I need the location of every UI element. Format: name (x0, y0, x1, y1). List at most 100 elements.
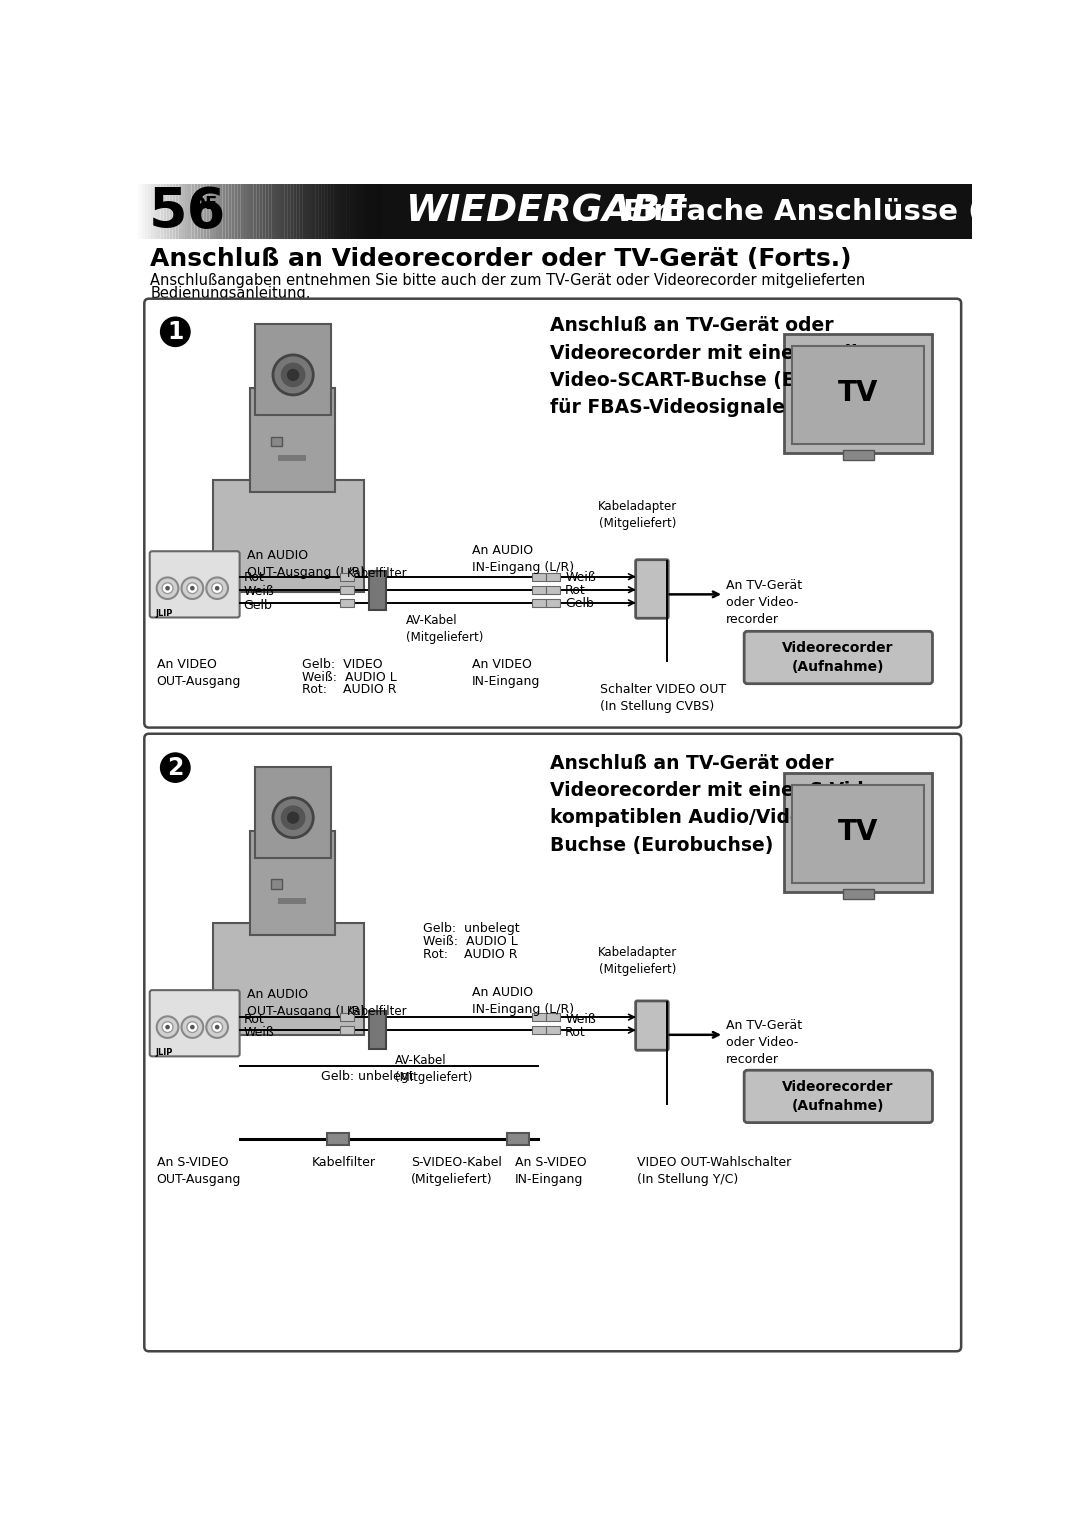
Text: TV: TV (838, 379, 878, 408)
Bar (793, 346, 924, 445)
Bar (188, 184, 191, 239)
Text: Weiß: Weiß (243, 1026, 274, 1039)
Circle shape (157, 578, 178, 599)
Bar (249, 184, 254, 239)
Bar (284, 184, 287, 239)
Circle shape (165, 586, 170, 590)
Bar (234, 184, 238, 239)
FancyBboxPatch shape (145, 734, 961, 1351)
Bar (340, 586, 354, 593)
Circle shape (157, 1016, 178, 1038)
Text: JLIP: JLIP (156, 1049, 173, 1056)
Bar (274, 184, 279, 239)
Text: VIDEO OUT-Wahlschalter
(In Stellung Y/C): VIDEO OUT-Wahlschalter (In Stellung Y/C) (637, 1156, 792, 1185)
Bar (545, 1013, 559, 1021)
Text: Gelb: Gelb (243, 599, 272, 612)
Bar (296, 184, 300, 239)
Bar (380, 184, 383, 239)
Bar (842, 889, 874, 898)
Text: 1: 1 (167, 320, 184, 343)
Text: Rot:    AUDIO R: Rot: AUDIO R (301, 682, 396, 696)
Bar (545, 599, 559, 607)
Bar (178, 184, 183, 239)
Bar (213, 480, 364, 592)
Text: Gelb: unbelegt: Gelb: unbelegt (321, 1070, 414, 1084)
Text: Kabeladapter
(Mitgeliefert): Kabeladapter (Mitgeliefert) (597, 946, 677, 975)
Bar (330, 184, 334, 239)
FancyBboxPatch shape (636, 560, 669, 618)
Bar (369, 572, 387, 610)
Circle shape (215, 586, 219, 590)
Bar (256, 184, 260, 239)
Text: An S-VIDEO
IN-Eingang: An S-VIDEO IN-Eingang (515, 1156, 586, 1185)
Text: Weiß: Weiß (243, 586, 274, 598)
FancyBboxPatch shape (744, 632, 932, 684)
Text: Gelb: Gelb (565, 598, 594, 610)
Bar (287, 184, 291, 239)
Bar (138, 184, 141, 239)
Bar (175, 184, 179, 239)
Circle shape (215, 1024, 219, 1030)
Bar (216, 184, 219, 239)
Bar (243, 184, 247, 239)
Text: Kabelfilter: Kabelfilter (348, 567, 408, 579)
Text: An VIDEO
OUT-Ausgang: An VIDEO OUT-Ausgang (157, 658, 241, 688)
Bar (374, 184, 378, 239)
Text: TV: TV (838, 819, 878, 846)
Bar (327, 184, 332, 239)
Bar (271, 184, 275, 239)
Bar (793, 785, 924, 883)
Text: An VIDEO
IN-Eingang: An VIDEO IN-Eingang (472, 658, 540, 688)
Bar (370, 184, 375, 239)
Bar (135, 184, 139, 239)
Text: Weiß: Weiß (565, 1013, 596, 1026)
Circle shape (206, 578, 228, 599)
Bar (281, 184, 284, 239)
Bar (784, 334, 932, 454)
Text: WIEDERGABE: WIEDERGABE (406, 193, 687, 230)
Circle shape (162, 1021, 173, 1033)
FancyBboxPatch shape (150, 990, 240, 1056)
Bar (531, 573, 545, 581)
Bar (377, 184, 380, 239)
Bar (507, 1133, 529, 1145)
Text: JLIP: JLIP (156, 609, 173, 618)
Circle shape (273, 356, 313, 396)
Bar (218, 184, 222, 239)
Bar (255, 323, 332, 415)
Text: Kabelfilter: Kabelfilter (312, 1156, 376, 1168)
Text: An AUDIO
IN-Eingang (L/R): An AUDIO IN-Eingang (L/R) (472, 544, 575, 575)
Bar (340, 599, 354, 607)
Bar (157, 184, 161, 239)
Text: AV-Kabel
(Mitgeliefert): AV-Kabel (Mitgeliefert) (406, 613, 484, 644)
Circle shape (212, 583, 222, 593)
Bar (210, 184, 213, 239)
Text: Schalter VIDEO OUT
(In Stellung CVBS): Schalter VIDEO OUT (In Stellung CVBS) (600, 682, 726, 713)
Bar (197, 184, 201, 239)
Bar (255, 766, 332, 857)
Circle shape (281, 805, 306, 829)
Bar (249, 831, 335, 935)
Bar (364, 184, 368, 239)
Bar (291, 184, 294, 239)
Text: An TV-Gerät
oder Video-
recorder: An TV-Gerät oder Video- recorder (727, 1019, 802, 1067)
Text: Videorecorder
(Aufnahme): Videorecorder (Aufnahme) (782, 641, 893, 673)
Bar (531, 599, 545, 607)
Bar (231, 184, 235, 239)
Bar (545, 1026, 559, 1035)
Text: Kabeladapter
(Mitgeliefert): Kabeladapter (Mitgeliefert) (597, 500, 677, 530)
Bar (194, 184, 198, 239)
Circle shape (287, 369, 299, 382)
Text: Gelb:  VIDEO: Gelb: VIDEO (301, 658, 382, 671)
Text: Gelb:  unbelegt: Gelb: unbelegt (423, 921, 519, 935)
Bar (352, 184, 356, 239)
Bar (172, 184, 176, 239)
Bar (324, 184, 328, 239)
Bar (784, 773, 932, 892)
Circle shape (206, 1016, 228, 1038)
Text: An TV-Gerät
oder Video-
recorder: An TV-Gerät oder Video- recorder (727, 579, 802, 625)
Bar (367, 184, 372, 239)
Bar (241, 184, 244, 239)
Bar (337, 184, 340, 239)
Bar (302, 184, 307, 239)
